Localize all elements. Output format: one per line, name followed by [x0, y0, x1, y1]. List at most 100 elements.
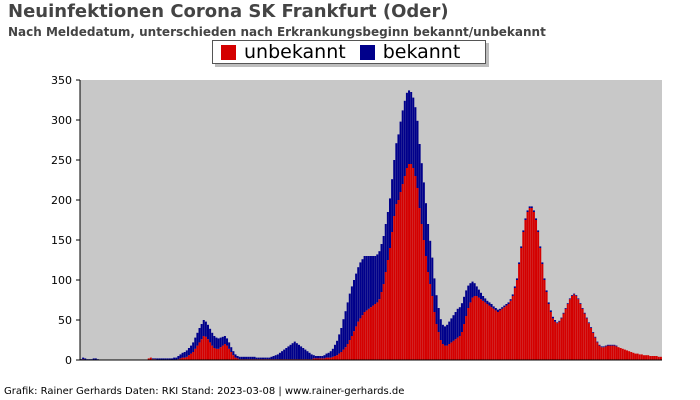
bar-bekannt — [437, 308, 440, 332]
bar-bekannt — [202, 320, 205, 336]
bar-unbekannt — [363, 312, 366, 360]
bar-bekannt — [579, 303, 582, 304]
bar-bekannt — [382, 236, 385, 284]
bar-bekannt — [467, 285, 470, 308]
bar-unbekannt — [657, 356, 660, 360]
bar-bekannt — [560, 317, 563, 319]
bar-unbekannt — [386, 260, 389, 360]
bar-unbekannt — [615, 346, 618, 360]
bar-bekannt — [585, 317, 588, 319]
bar-unbekannt — [541, 264, 544, 360]
bar-bekannt — [598, 344, 601, 346]
bar-bekannt — [357, 267, 360, 322]
bar-unbekannt — [194, 348, 197, 360]
bar-bekannt — [427, 224, 430, 272]
bar-unbekannt — [384, 272, 387, 360]
bar-bekannt — [439, 319, 442, 340]
bar-bekannt — [179, 354, 182, 359]
bar-unbekannt — [499, 310, 502, 360]
bar-bekannt — [329, 351, 332, 358]
bar-bekannt — [194, 337, 197, 349]
bar-bekannt — [232, 351, 235, 356]
bar-bekannt — [236, 356, 239, 359]
bar-bekannt — [444, 326, 447, 346]
bar-unbekannt — [613, 345, 616, 360]
bar-bekannt — [505, 304, 508, 306]
bar-unbekannt — [179, 358, 182, 360]
bar-unbekannt — [518, 264, 521, 360]
bar-unbekannt — [209, 342, 212, 360]
bar-unbekannt — [437, 332, 440, 360]
bar-bekannt — [524, 218, 527, 220]
bar-bekannt — [479, 292, 483, 300]
bar-unbekannt — [321, 358, 324, 360]
bar-unbekannt — [149, 357, 152, 360]
bar-unbekannt — [357, 321, 360, 360]
bar-bekannt — [302, 348, 305, 360]
bar-bekannt — [215, 337, 218, 349]
bar-bekannt — [314, 356, 317, 359]
bar-unbekannt — [217, 348, 220, 360]
bar-bekannt — [564, 308, 567, 309]
bar-unbekannt — [422, 240, 425, 360]
bar-unbekannt — [323, 358, 326, 360]
bar-unbekannt — [611, 345, 614, 360]
legend-entry-bekannt: bekannt — [359, 41, 460, 63]
bar-unbekannt — [526, 212, 529, 360]
bar-unbekannt — [448, 344, 451, 360]
bar-bekannt — [283, 349, 286, 360]
bar-unbekannt — [204, 336, 207, 360]
bar-bekannt — [399, 121, 402, 192]
bar-unbekannt — [431, 296, 434, 360]
bar-unbekannt — [598, 345, 601, 360]
bar-bekannt — [251, 356, 254, 360]
bar-unbekannt — [405, 168, 408, 360]
bar-unbekannt — [211, 345, 214, 360]
bar-bekannt — [327, 352, 330, 358]
bar-bekannt — [543, 278, 546, 280]
y-tick-label: 100 — [51, 274, 72, 287]
bar-bekannt — [367, 256, 370, 309]
bar-unbekannt — [467, 308, 470, 360]
bar-unbekannt — [230, 352, 233, 360]
bar-unbekannt — [374, 304, 377, 360]
bar-bekannt — [446, 324, 449, 346]
bar-bekannt — [262, 357, 265, 360]
bar-bekannt — [594, 336, 597, 338]
bar-unbekannt — [444, 345, 447, 360]
bar-unbekannt — [543, 280, 546, 360]
bar-bekannt — [518, 262, 521, 264]
bar-bekannt — [556, 322, 559, 324]
bar-unbekannt — [522, 232, 525, 360]
bar-unbekannt — [424, 256, 427, 360]
bar-unbekannt — [439, 340, 442, 360]
bar-unbekannt — [206, 339, 209, 360]
bar-unbekannt — [539, 248, 542, 360]
bar-bekannt — [549, 310, 552, 312]
bar-unbekannt — [469, 302, 472, 360]
bar-unbekannt — [185, 356, 188, 360]
bar-bekannt — [219, 337, 222, 348]
bar-bekannt — [424, 203, 427, 256]
bar-bekannt — [507, 302, 510, 304]
bar-bekannt — [217, 338, 220, 349]
bar-bekannt — [545, 290, 548, 292]
bar-unbekannt — [213, 348, 216, 360]
bar-unbekannt — [507, 304, 510, 360]
bar-unbekannt — [427, 272, 430, 360]
bar-bekannt — [204, 321, 207, 337]
bar-unbekannt — [524, 220, 527, 360]
bar-bekannt — [414, 107, 417, 176]
bar-bekannt — [185, 350, 188, 357]
bar-unbekannt — [441, 344, 444, 360]
bar-bekannt — [319, 356, 322, 359]
y-tick-label: 350 — [51, 74, 72, 87]
bar-unbekannt — [355, 326, 358, 360]
bar-unbekannt — [632, 352, 635, 360]
bar-bekannt — [606, 344, 609, 346]
bar-bekannt — [304, 349, 307, 360]
bar-bekannt — [577, 298, 580, 300]
bar-unbekannt — [391, 232, 394, 360]
bar-unbekannt — [600, 347, 603, 360]
